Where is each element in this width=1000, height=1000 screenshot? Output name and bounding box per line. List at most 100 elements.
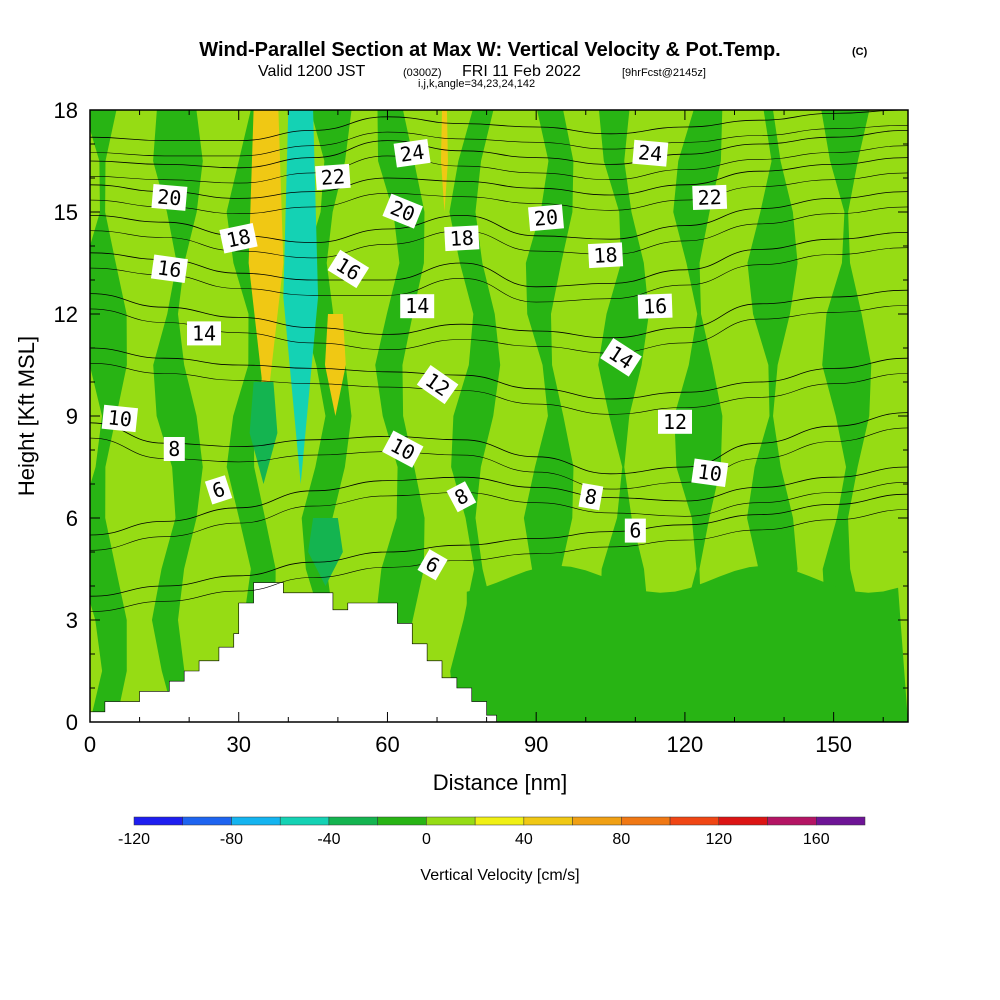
contour-label: 18 bbox=[444, 225, 480, 252]
theta-contour-minor bbox=[90, 427, 908, 490]
contour-label: 8 bbox=[578, 482, 604, 511]
svg-text:14: 14 bbox=[405, 294, 429, 318]
contour-label: 22 bbox=[692, 184, 728, 210]
svg-text:10: 10 bbox=[696, 459, 723, 486]
colorbar-label: 120 bbox=[705, 831, 732, 848]
colorbar-swatch bbox=[279, 816, 330, 826]
velocity-column bbox=[375, 110, 425, 722]
velocity-column bbox=[672, 110, 723, 722]
contour-label: 18 bbox=[219, 222, 258, 254]
velocity-band bbox=[249, 382, 278, 484]
y-tick-label: 15 bbox=[54, 200, 78, 225]
x-tick-label: 60 bbox=[375, 732, 399, 757]
theta-contour-minor bbox=[90, 482, 908, 551]
theta-contour bbox=[90, 232, 908, 288]
svg-text:12: 12 bbox=[663, 410, 687, 434]
contour-label: 16 bbox=[637, 293, 673, 319]
terrain bbox=[90, 582, 497, 722]
svg-text:24: 24 bbox=[399, 140, 426, 167]
contour-label: 16 bbox=[327, 249, 370, 289]
contour-label: 10 bbox=[691, 458, 729, 488]
x-tick-label: 150 bbox=[815, 732, 852, 757]
theta-contour-minor bbox=[90, 247, 908, 303]
colorbar-title: Vertical Velocity [cm/s] bbox=[420, 867, 579, 884]
svg-text:14: 14 bbox=[192, 321, 216, 345]
y-tick-label: 6 bbox=[66, 506, 78, 531]
x-tick-label: 120 bbox=[667, 732, 704, 757]
theta-contour bbox=[90, 466, 908, 536]
y-tick-label: 18 bbox=[54, 98, 78, 123]
colorbar-swatch bbox=[426, 816, 476, 826]
svg-text:18: 18 bbox=[224, 224, 253, 252]
theta-contour bbox=[90, 110, 908, 142]
svg-text:18: 18 bbox=[449, 226, 474, 251]
contour-label: 14 bbox=[187, 321, 222, 346]
theta-contour-minor bbox=[90, 125, 908, 157]
velocity-band bbox=[324, 314, 346, 416]
colorbar-label: 40 bbox=[515, 831, 533, 848]
colorbar-swatch bbox=[182, 816, 232, 826]
colorbar-swatch bbox=[572, 816, 622, 826]
x-tick-label: 30 bbox=[226, 732, 250, 757]
contour-label: 20 bbox=[382, 193, 423, 229]
contour-label: 8 bbox=[163, 437, 185, 461]
theta-contour-minor bbox=[90, 172, 908, 215]
chart-title: Wind-Parallel Section at Max W: Vertical… bbox=[199, 39, 780, 61]
colorbar-swatch bbox=[231, 816, 281, 826]
colorbar-swatch bbox=[816, 816, 866, 826]
svg-text:20: 20 bbox=[156, 184, 182, 210]
contour-label: 22 bbox=[315, 163, 351, 191]
y-tick-label: 12 bbox=[54, 302, 78, 327]
svg-text:22: 22 bbox=[320, 164, 346, 190]
colorbar-swatch bbox=[133, 816, 183, 826]
svg-text:20: 20 bbox=[533, 205, 559, 231]
colorbar-swatch bbox=[377, 816, 427, 826]
colorbar-swatch bbox=[328, 816, 378, 826]
x-tick-label: 90 bbox=[524, 732, 548, 757]
colorbar-swatch bbox=[767, 816, 817, 826]
theta-contour-minor bbox=[90, 509, 908, 612]
velocity-column bbox=[598, 110, 649, 722]
contour-label: 12 bbox=[657, 409, 692, 434]
colorbar-swatch bbox=[474, 816, 525, 826]
theta-contour-minor bbox=[90, 363, 908, 415]
svg-text:10: 10 bbox=[107, 405, 133, 431]
svg-text:16: 16 bbox=[643, 294, 668, 319]
contour-label: 6 bbox=[204, 475, 233, 505]
colorbar-label: -40 bbox=[317, 831, 340, 848]
svg-text:8: 8 bbox=[583, 484, 599, 510]
velocity-band bbox=[308, 518, 343, 586]
velocity-column bbox=[151, 110, 203, 722]
theta-contour-minor bbox=[90, 145, 908, 184]
svg-text:22: 22 bbox=[697, 185, 722, 210]
y-tick-label: 3 bbox=[66, 608, 78, 633]
contour-label: 16 bbox=[150, 254, 188, 284]
copyright-mark: (C) bbox=[852, 46, 868, 58]
grid-info: i,j,k,angle=34,23,24,142 bbox=[418, 78, 535, 90]
theta-contour bbox=[90, 157, 908, 199]
colorbar-label: 160 bbox=[803, 831, 830, 848]
contour-label: 20 bbox=[151, 183, 188, 211]
velocity-column bbox=[821, 110, 872, 722]
forecast-info: [9hrFcst@2145z] bbox=[622, 67, 706, 79]
contour-label: 8 bbox=[446, 481, 477, 513]
velocity-band bbox=[283, 110, 319, 484]
colorbar-swatch bbox=[718, 816, 768, 826]
x-axis-title: Distance [nm] bbox=[433, 770, 568, 795]
colorbar-swatch bbox=[669, 816, 720, 826]
svg-text:8: 8 bbox=[168, 437, 180, 461]
y-tick-label: 0 bbox=[66, 710, 78, 735]
colorbar: -120 -80 -40 0 40 80 120 160 bbox=[118, 816, 866, 848]
colorbar-label: 80 bbox=[612, 831, 630, 848]
svg-text:6: 6 bbox=[629, 519, 641, 543]
colorbar-label: 0 bbox=[422, 831, 431, 848]
contour-label: 18 bbox=[587, 242, 624, 269]
svg-text:24: 24 bbox=[637, 140, 663, 166]
theta-contour bbox=[90, 130, 908, 169]
colorbar-swatch bbox=[621, 816, 671, 826]
colorbar-swatch bbox=[523, 816, 573, 826]
svg-text:16: 16 bbox=[156, 255, 183, 282]
valid-time: Valid 1200 JST bbox=[258, 63, 366, 80]
valid-date: FRI 11 Feb 2022 bbox=[462, 63, 581, 80]
